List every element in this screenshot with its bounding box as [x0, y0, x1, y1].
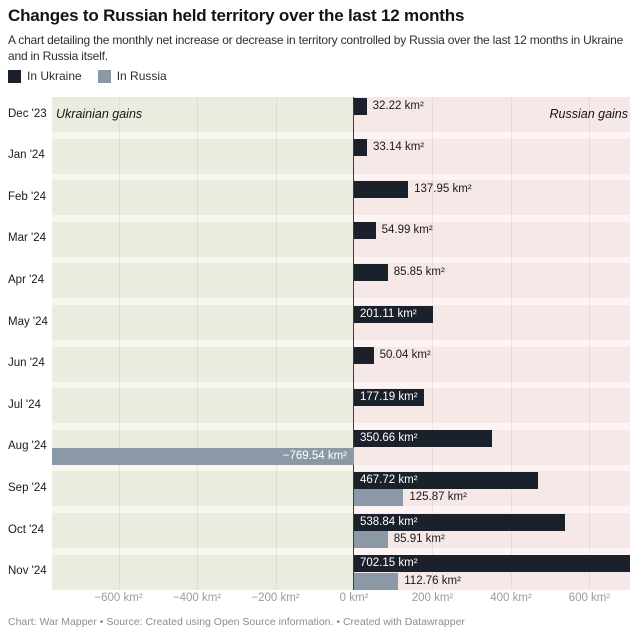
axis-tick-label: 0 km²: [339, 592, 369, 604]
bar-ukraine: [354, 97, 367, 115]
row-band-negative: [52, 180, 354, 216]
bar-value-label: 32.22 km²: [372, 99, 424, 112]
row-band-negative: [52, 554, 354, 590]
bar-ukraine: [354, 222, 376, 240]
bar-value-label: 177.19 km²: [360, 390, 418, 403]
row-band-negative: [52, 97, 354, 132]
row-band-negative: [52, 263, 354, 299]
row-label: Jun '24: [8, 357, 45, 370]
bar-value-label: 137.95 km²: [414, 182, 472, 195]
row-band-negative: [52, 388, 354, 424]
bar-ukraine: [354, 305, 433, 323]
bar-ukraine: [354, 471, 538, 489]
bar-ukraine: [354, 388, 424, 406]
bar-russia: [52, 447, 354, 465]
plot-background-positive: [354, 97, 630, 590]
bar-value-label: 350.66 km²: [360, 432, 418, 445]
bar-russia: [354, 531, 388, 548]
bar-russia: [354, 572, 399, 590]
bar-ukraine: [354, 513, 566, 531]
chart-title: Changes to Russian held territory over t…: [8, 6, 465, 25]
legend: In Ukraine In Russia: [8, 69, 167, 83]
bar-value-label: −769.54 km²: [282, 449, 347, 462]
bar-ukraine: [354, 180, 409, 198]
axis-tick-label: 600 km²: [568, 592, 611, 604]
bar-ukraine: [354, 263, 388, 281]
axis-tick-label: −400 km²: [172, 592, 222, 604]
row-band-negative: [52, 471, 354, 507]
bar-value-label: 50.04 km²: [379, 349, 431, 362]
row-label: Jan '24: [8, 149, 45, 162]
bar-value-label: 125.87 km²: [409, 491, 467, 504]
row-label: Mar '24: [8, 232, 46, 245]
bar-ukraine: [354, 430, 492, 448]
bar-value-label: 85.91 km²: [393, 533, 445, 545]
row-label: May '24: [8, 315, 48, 328]
row-band-positive: [354, 221, 630, 257]
bar-value-label: 702.15 km²: [360, 557, 418, 570]
row-label: Aug '24: [8, 440, 47, 453]
legend-item-ukraine: In Ukraine: [8, 69, 82, 83]
axis-tick-label: −200 km²: [251, 592, 300, 604]
bar-value-label: 467.72 km²: [360, 473, 418, 486]
gridline: [118, 97, 120, 590]
row-band-positive: [354, 346, 630, 382]
row-band-negative: [52, 138, 354, 174]
legend-swatch-russia-icon: [97, 69, 111, 83]
bar-value-label: 85.85 km²: [393, 265, 445, 278]
chart-subtitle: A chart detailing the monthly net increa…: [8, 33, 624, 63]
gridline: [510, 97, 512, 590]
row-label: Sep '24: [8, 481, 47, 494]
legend-swatch-ukraine-icon: [8, 69, 21, 83]
row-label: Feb '24: [8, 190, 46, 203]
bar-value-label: 33.14 km²: [373, 141, 425, 154]
row-band-positive: [354, 138, 630, 174]
plot-area: Dec '23 32.22 km² Jan '24 33.14 km² Feb '24 1…: [0, 97, 640, 590]
legend-label-ukraine: In Ukraine: [27, 69, 82, 83]
legend-item-russia: In Russia: [97, 69, 167, 83]
axis-tick-label: 200 km²: [411, 592, 454, 604]
annotation-ukrainian-gains: Ukrainian gains: [56, 107, 143, 121]
legend-label-russia: In Russia: [116, 69, 167, 83]
row-band-negative: [52, 221, 354, 257]
bar-value-label: 201.11 km²: [360, 307, 417, 320]
plot-background-negative: [52, 97, 354, 590]
row-label: Nov '24: [8, 565, 47, 578]
row-label: Oct '24: [8, 523, 45, 536]
row-band-negative: [52, 346, 354, 382]
row-label: Dec '23: [8, 107, 47, 120]
footer-credit: Chart: War Mapper • Source: Created usin…: [8, 616, 465, 628]
bar-value-label: 112.76 km²: [404, 574, 461, 587]
row-band-positive: [354, 263, 630, 299]
row-band-positive: [354, 97, 630, 132]
row-label: Apr '24: [8, 273, 45, 286]
axis-tick-label: 400 km²: [490, 592, 532, 604]
gridline: [275, 97, 277, 590]
gridline: [589, 97, 591, 590]
bar-ukraine: [354, 347, 374, 365]
x-axis: −600 km² −400 km² −200 km² 0 km² 200 km² 400 …: [0, 592, 640, 608]
row-band-negative: [52, 305, 354, 340]
gridline: [432, 97, 434, 590]
bar-ukraine: [354, 139, 367, 157]
gridline: [197, 97, 199, 590]
bar-value-label: 538.84 km²: [360, 515, 418, 528]
annotation-russian-gains: Russian gains: [549, 107, 628, 121]
bar-value-label: 54.99 km²: [381, 224, 433, 237]
axis-tick-label: −600 km²: [94, 592, 143, 604]
row-label: Jul '24: [8, 398, 41, 411]
bar-ukraine: [354, 555, 630, 573]
row-band-negative: [52, 513, 354, 548]
zero-axis-line: [352, 97, 354, 590]
bar-russia: [354, 489, 404, 507]
